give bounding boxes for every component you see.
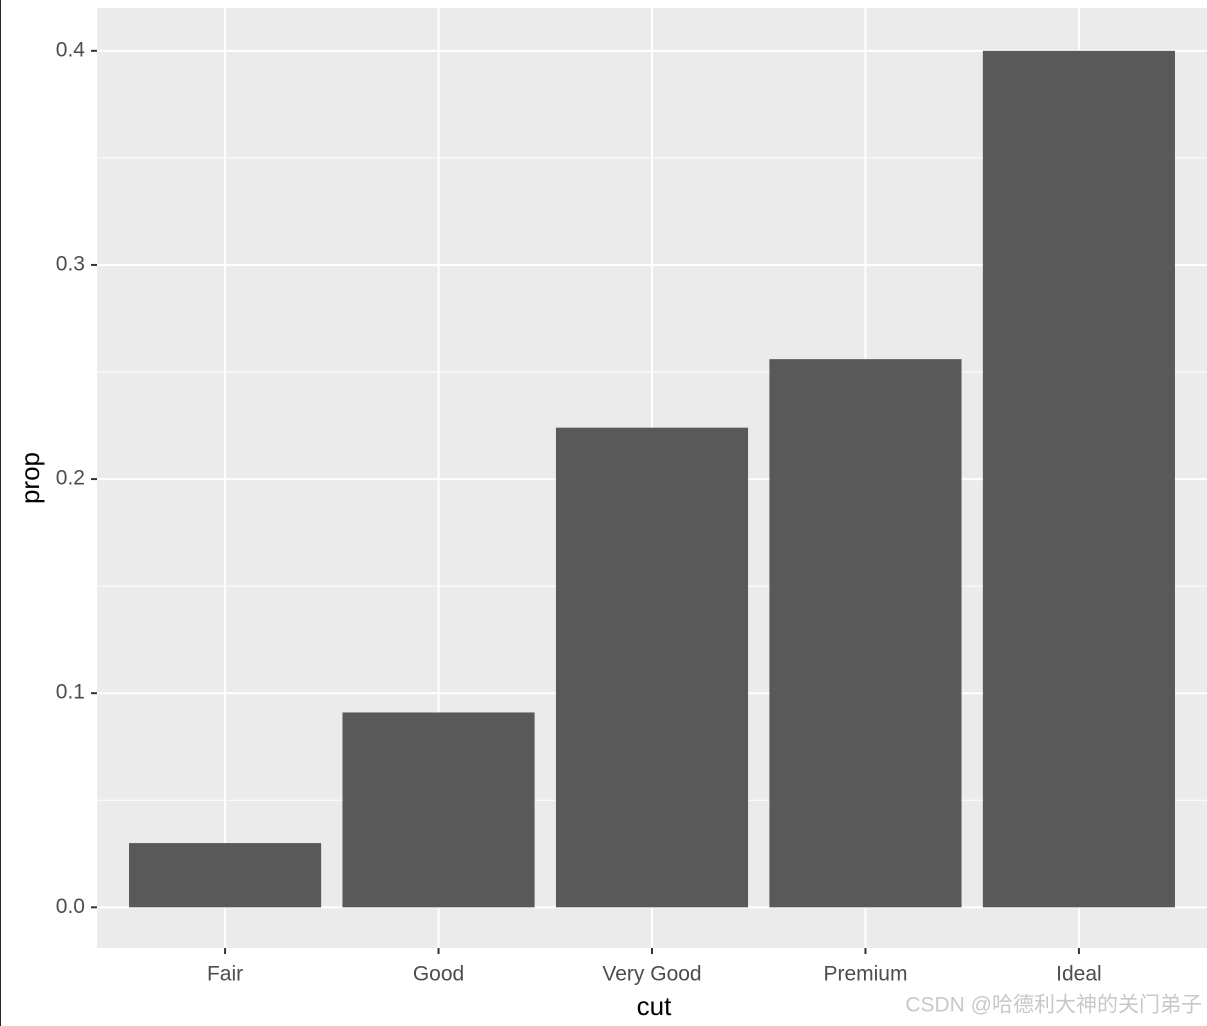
x-tick-label: Good <box>413 963 464 986</box>
y-tick-label: 0.0 <box>56 895 85 918</box>
bar <box>769 359 962 908</box>
y-tick-label: 0.4 <box>56 38 86 61</box>
x-tick-label: Ideal <box>1056 963 1102 986</box>
x-axis-title: cut <box>637 991 672 1021</box>
bar <box>982 50 1175 908</box>
bar <box>342 712 535 908</box>
bar <box>555 427 749 908</box>
x-tick-label: Fair <box>207 963 243 986</box>
y-tick-label: 0.2 <box>56 467 85 490</box>
x-tick-label: Premium <box>823 963 907 986</box>
watermark: CSDN @哈德利大神的关门弟子 <box>905 994 1202 1017</box>
x-tick-label: Very Good <box>602 963 701 986</box>
y-tick-label: 0.1 <box>56 681 85 704</box>
bar <box>129 843 322 908</box>
y-tick-label: 0.3 <box>56 252 85 275</box>
y-axis-title: prop <box>15 452 45 504</box>
